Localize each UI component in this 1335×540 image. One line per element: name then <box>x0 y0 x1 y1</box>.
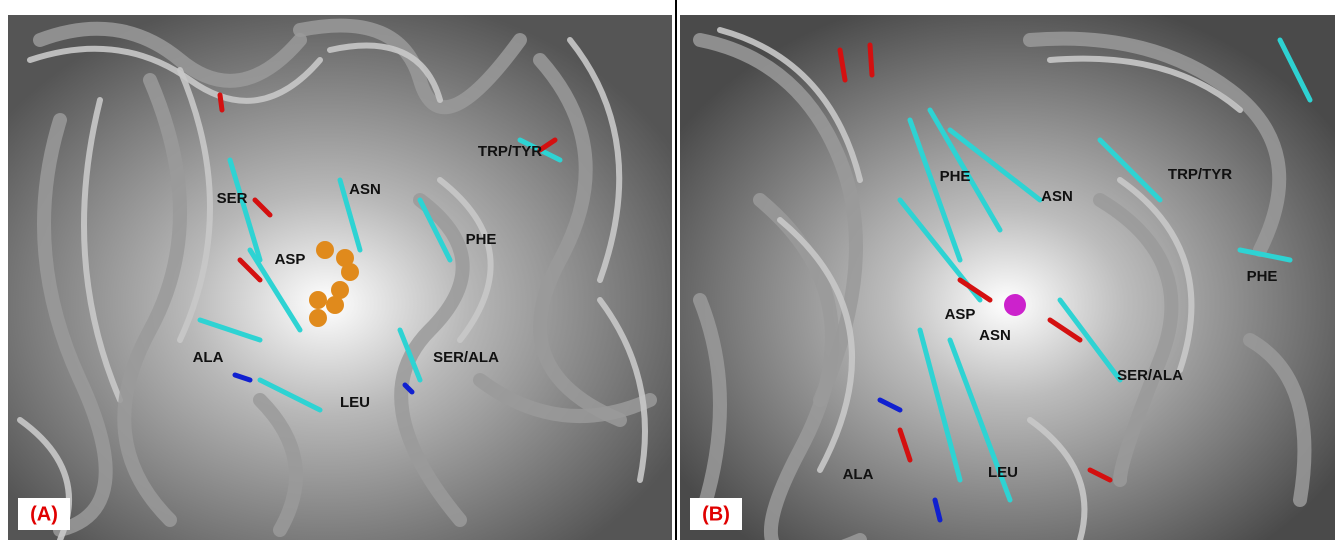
panel-tag: (A) <box>30 503 58 525</box>
panel-b: PHE ASN TRP/TYR PHE ASP ASN SER/ALA ALA … <box>680 15 1335 540</box>
residue-label: ASP <box>945 306 976 323</box>
residue-label: ALA <box>193 349 224 366</box>
residue-label: TRP/TYR <box>478 143 542 160</box>
residue-label: ASP <box>275 251 306 268</box>
residue-label: TRP/TYR <box>1168 166 1232 183</box>
residue-label: SER <box>217 190 248 207</box>
residue-label: PHE <box>940 168 971 185</box>
residue-label: ALA <box>843 466 874 483</box>
residue-label: SER/ALA <box>1117 367 1183 384</box>
figure: SER ASN TRP/TYR PHE ASP ALA SER/ALA LEU … <box>0 0 1335 540</box>
residue-label: PHE <box>1247 268 1278 285</box>
residue-label: ASN <box>349 181 381 198</box>
residue-label: LEU <box>340 394 370 411</box>
panel-tag: (B) <box>702 503 730 525</box>
residue-label: ASN <box>979 327 1011 344</box>
residue-label: PHE <box>466 231 497 248</box>
panel-a: SER ASN TRP/TYR PHE ASP ALA SER/ALA LEU … <box>8 15 672 540</box>
residue-label: SER/ALA <box>433 349 499 366</box>
residue-label: ASN <box>1041 188 1073 205</box>
residue-label: LEU <box>988 464 1018 481</box>
ion-sphere <box>1004 294 1026 316</box>
